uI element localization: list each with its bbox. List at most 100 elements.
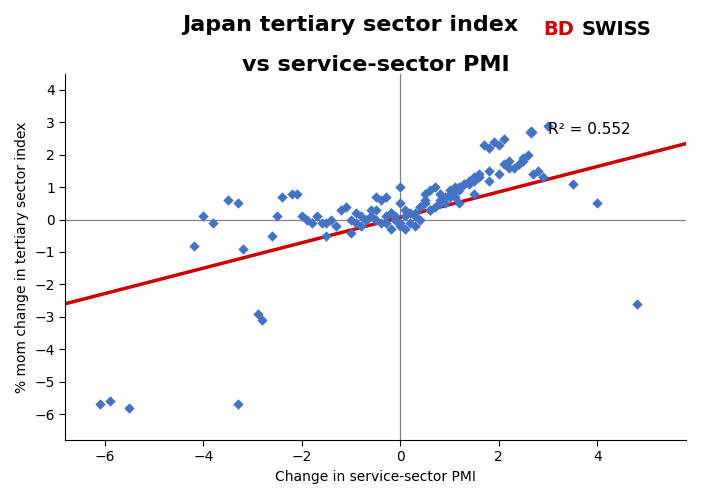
Point (592, 200, 603, 208)
Point (331, 222, 342, 230)
Point (503, 157, 515, 165)
Point (271, 213, 283, 221)
Point (419, 190, 430, 198)
Point (439, 193, 450, 201)
Point (400, 213, 411, 221)
X-axis label: Change in service-sector PMI: Change in service-sector PMI (275, 470, 476, 484)
Point (311, 213, 322, 221)
Point (404, 219, 416, 227)
Point (419, 196, 430, 204)
Point (207, 219, 219, 227)
Point (444, 187, 455, 195)
Point (484, 144, 495, 152)
Point (297, 213, 308, 221)
Point (523, 151, 534, 159)
Point (395, 219, 406, 227)
Point (222, 196, 233, 204)
Point (400, 226, 411, 234)
Point (538, 174, 549, 182)
Text: BD: BD (543, 20, 574, 39)
Point (350, 219, 362, 227)
Point (370, 206, 381, 214)
Point (528, 170, 539, 178)
Point (479, 141, 490, 149)
Point (449, 183, 460, 191)
Point (355, 222, 367, 230)
Point (346, 229, 357, 237)
Point (188, 242, 199, 250)
Point (525, 128, 536, 136)
Point (449, 187, 460, 195)
Point (444, 190, 455, 198)
Point (518, 154, 529, 162)
Point (198, 213, 209, 221)
Point (395, 200, 406, 208)
Point (567, 180, 578, 188)
Point (458, 180, 470, 188)
Point (469, 177, 480, 185)
Point (414, 216, 426, 224)
Point (419, 200, 430, 208)
Point (533, 167, 544, 175)
Point (326, 216, 337, 224)
Point (365, 213, 376, 221)
Point (489, 138, 500, 146)
Point (350, 209, 362, 217)
Point (434, 200, 445, 208)
Point (395, 183, 406, 191)
Point (449, 193, 460, 201)
Point (380, 213, 391, 221)
Point (370, 193, 381, 201)
Point (498, 135, 510, 143)
Point (454, 200, 465, 208)
Point (434, 196, 445, 204)
Point (301, 216, 313, 224)
Point (494, 170, 505, 178)
Point (424, 206, 435, 214)
Point (400, 206, 411, 214)
Point (341, 203, 352, 211)
Point (463, 180, 475, 188)
Point (474, 174, 485, 182)
Point (494, 141, 505, 149)
Point (375, 196, 386, 204)
Y-axis label: % mom change in tertiary sector index: % mom change in tertiary sector index (15, 121, 29, 393)
Point (380, 219, 391, 227)
Point (292, 190, 303, 198)
Point (414, 203, 426, 211)
Point (360, 216, 372, 224)
Point (346, 216, 357, 224)
Point (360, 216, 372, 224)
Point (336, 206, 347, 214)
Point (124, 404, 135, 412)
Point (454, 187, 465, 195)
Point (409, 222, 421, 230)
Point (252, 309, 263, 317)
Point (458, 180, 470, 188)
Point (390, 216, 401, 224)
Point (424, 187, 435, 195)
Point (518, 157, 529, 165)
Point (287, 190, 298, 198)
Text: Japan tertiary sector index: Japan tertiary sector index (182, 15, 519, 35)
Point (355, 213, 367, 221)
Point (469, 190, 480, 198)
Point (503, 164, 515, 172)
Point (365, 206, 376, 214)
Point (380, 193, 391, 201)
Point (429, 203, 440, 211)
Point (404, 209, 416, 217)
Point (484, 177, 495, 185)
Point (321, 219, 332, 227)
Point (439, 200, 450, 208)
Point (385, 226, 396, 234)
Point (469, 174, 480, 182)
Point (414, 203, 426, 211)
Point (409, 209, 421, 217)
Point (95, 400, 106, 408)
Text: SWISS: SWISS (582, 20, 652, 39)
Point (370, 216, 381, 224)
Point (409, 213, 421, 221)
Point (484, 167, 495, 175)
Text: R² = 0.552: R² = 0.552 (548, 122, 631, 137)
